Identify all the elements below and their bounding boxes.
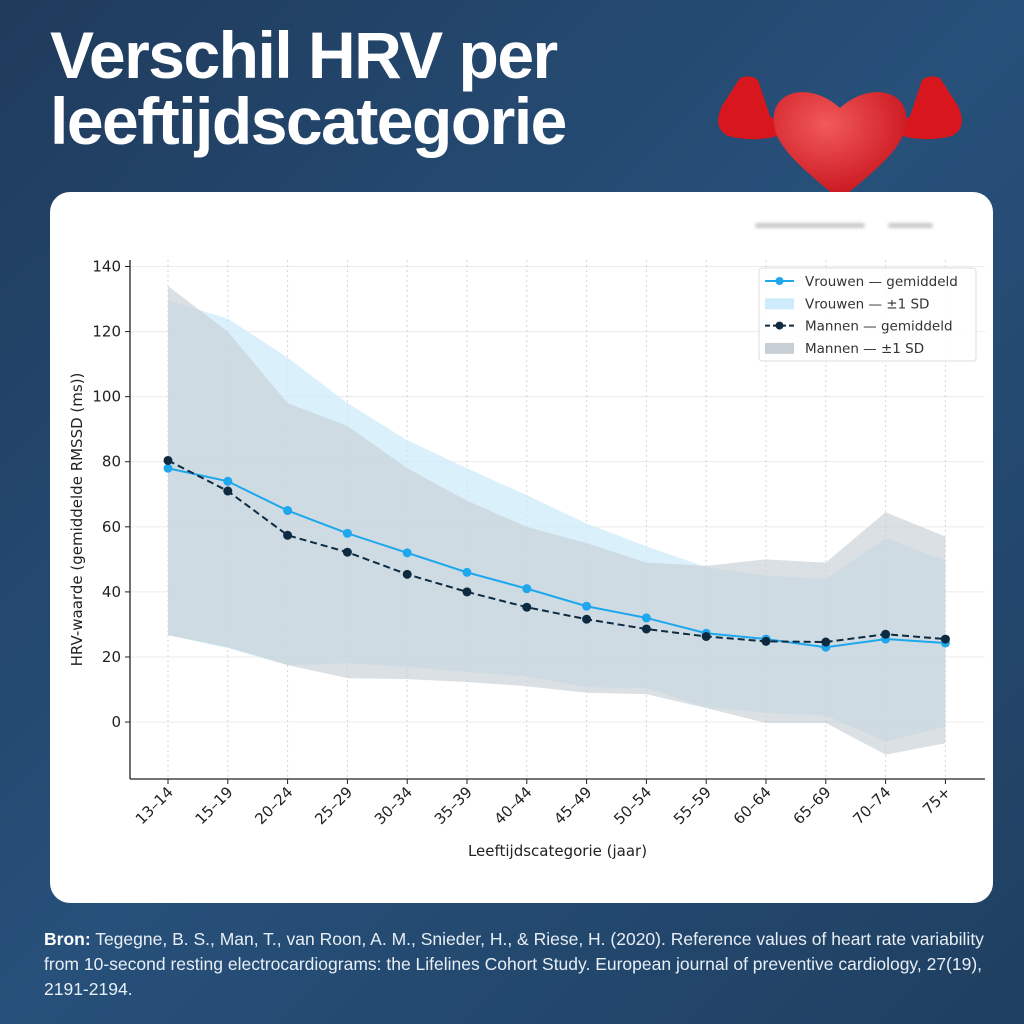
- y-tick-label: 120: [92, 323, 121, 341]
- men-point: [940, 634, 950, 644]
- x-tick-label: 70–74: [849, 783, 894, 828]
- x-tick-label: 40–44: [491, 783, 536, 828]
- y-tick-label: 20: [102, 648, 121, 666]
- men-point: [821, 637, 831, 647]
- strong-heart-icon: [718, 76, 962, 200]
- men-point: [402, 569, 412, 579]
- title-line-1: Verschil HRV per: [50, 18, 558, 92]
- men-point: [342, 547, 352, 557]
- women-point: [641, 613, 651, 623]
- men-point: [701, 631, 711, 641]
- x-tick-label: 15–19: [192, 783, 237, 828]
- x-tick-label: 60–64: [730, 783, 775, 828]
- y-tick-label: 100: [92, 388, 121, 406]
- women-point: [223, 476, 233, 486]
- source-citation: Bron: Tegegne, B. S., Man, T., van Roon,…: [44, 927, 994, 1002]
- women-point: [283, 506, 293, 516]
- women-mean-line: [167, 467, 946, 649]
- women-point: [163, 463, 173, 473]
- x-axis-label: Leeftijdscategorie (jaar): [468, 842, 647, 860]
- x-tick-label: 65–69: [790, 783, 835, 828]
- legend-box: [758, 267, 977, 362]
- legend-swatch: [765, 342, 794, 354]
- men-point: [522, 602, 532, 612]
- women-point: [582, 601, 592, 611]
- men-point: [582, 614, 592, 624]
- men-point: [462, 587, 472, 597]
- men-point: [283, 530, 293, 540]
- x-tick-label: 30–34: [371, 783, 416, 828]
- legend-marker: [775, 321, 784, 330]
- women-point: [402, 548, 412, 558]
- blurred-watermark: [888, 223, 933, 228]
- page-title: Verschil HRV per leeftijdscategorie: [50, 18, 567, 158]
- y-tick-label: 140: [92, 258, 121, 276]
- men-point: [641, 624, 651, 634]
- x-tick-label: 50–54: [610, 783, 655, 828]
- x-tick-label: 55–59: [670, 783, 715, 828]
- women-point: [342, 528, 352, 538]
- y-axis-label: HRV-waarde (gemiddelde RMSSD (ms)): [68, 373, 86, 667]
- y-tick-label: 0: [111, 713, 121, 731]
- x-tick-label: 35–39: [431, 783, 476, 828]
- y-tick-label: 80: [102, 453, 121, 471]
- legend-label: Mannen — ±1 SD: [805, 341, 924, 357]
- source-text: Tegegne, B. S., Man, T., van Roon, A. M.…: [44, 929, 984, 999]
- women-point: [462, 567, 472, 577]
- x-tick-label: 13–14: [132, 783, 177, 828]
- legend-label: Vrouwen — ±1 SD: [805, 296, 929, 312]
- legend-marker: [775, 277, 784, 285]
- x-tick-label: 45–49: [550, 783, 595, 828]
- x-tick-label: 25–29: [311, 783, 356, 828]
- x-tick-label: 75+: [919, 783, 954, 818]
- y-tick-label: 40: [102, 583, 121, 601]
- legend-swatch: [765, 298, 794, 310]
- legend-label: Mannen — gemiddeld: [805, 319, 953, 335]
- x-tick-label: 20–24: [251, 783, 296, 828]
- legend-label: Vrouwen — gemiddeld: [805, 274, 958, 290]
- title-line-2: leeftijdscategorie: [50, 84, 567, 158]
- men-point: [163, 455, 173, 465]
- blurred-watermark: [755, 223, 865, 228]
- source-label: Bron:: [44, 929, 91, 949]
- women-point: [522, 584, 532, 594]
- men-point: [223, 486, 233, 496]
- men-mean-line: [167, 459, 946, 644]
- men-point: [761, 636, 771, 646]
- men-point: [881, 629, 891, 639]
- y-tick-label: 60: [102, 518, 121, 536]
